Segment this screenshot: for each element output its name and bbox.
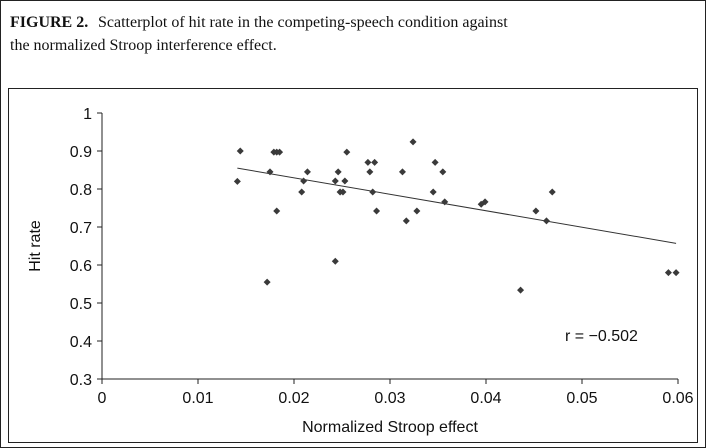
point bbox=[364, 158, 372, 166]
x-tick-label: 0.02 bbox=[278, 390, 309, 407]
y-tick-label: 0.9 bbox=[70, 144, 92, 161]
y-tick-label: 0.6 bbox=[70, 258, 92, 275]
annotation: r = −0.502 bbox=[565, 328, 638, 345]
trendline bbox=[237, 167, 677, 244]
point bbox=[233, 177, 241, 185]
point bbox=[331, 177, 339, 185]
point bbox=[343, 148, 351, 156]
point bbox=[672, 269, 680, 277]
y-tick-label: 0.8 bbox=[70, 182, 92, 199]
point bbox=[369, 188, 377, 196]
point bbox=[298, 188, 306, 196]
point bbox=[481, 198, 489, 206]
point bbox=[263, 278, 271, 286]
point bbox=[236, 147, 244, 155]
point bbox=[402, 217, 410, 225]
point bbox=[532, 207, 540, 215]
x-tick-label: 0.03 bbox=[374, 390, 405, 407]
y-tick-label: 0.5 bbox=[70, 296, 92, 313]
y-tick-label: 0.3 bbox=[70, 372, 92, 389]
point bbox=[331, 257, 339, 265]
x-axis-label: Normalized Stroop effect bbox=[302, 419, 478, 436]
x-tick-label: 0.05 bbox=[566, 390, 597, 407]
y-axis-label: Hit rate bbox=[27, 220, 44, 272]
point bbox=[409, 138, 417, 146]
x-tick-label: 0 bbox=[98, 390, 107, 407]
point bbox=[664, 269, 672, 277]
caption-label: FIGURE 2. bbox=[10, 14, 88, 31]
point bbox=[339, 188, 347, 196]
chart-border bbox=[8, 88, 698, 443]
point bbox=[366, 168, 374, 176]
point bbox=[441, 198, 449, 206]
point bbox=[334, 168, 342, 176]
point bbox=[439, 168, 447, 176]
x-tick-label: 0.06 bbox=[662, 390, 693, 407]
point bbox=[548, 188, 556, 196]
y-tick-label: 1 bbox=[83, 106, 92, 123]
point bbox=[542, 217, 550, 225]
point bbox=[413, 207, 421, 215]
point bbox=[266, 168, 274, 176]
point bbox=[398, 168, 406, 176]
y-tick-label: 0.7 bbox=[70, 220, 92, 237]
point bbox=[303, 168, 311, 176]
caption-line: Scatterplot of hit rate in the competing… bbox=[98, 14, 508, 31]
point bbox=[431, 158, 439, 166]
point bbox=[371, 158, 379, 166]
point bbox=[373, 207, 381, 215]
x-tick-label: 0.04 bbox=[470, 390, 501, 407]
x-tick-label: 0.01 bbox=[182, 390, 213, 407]
caption-line: the normalized Stroop interference effec… bbox=[10, 37, 277, 54]
point bbox=[273, 207, 281, 215]
point bbox=[517, 286, 525, 294]
point bbox=[341, 177, 349, 185]
point bbox=[276, 148, 284, 156]
point bbox=[429, 188, 437, 196]
y-tick-label: 0.4 bbox=[70, 334, 92, 351]
point bbox=[300, 177, 308, 185]
